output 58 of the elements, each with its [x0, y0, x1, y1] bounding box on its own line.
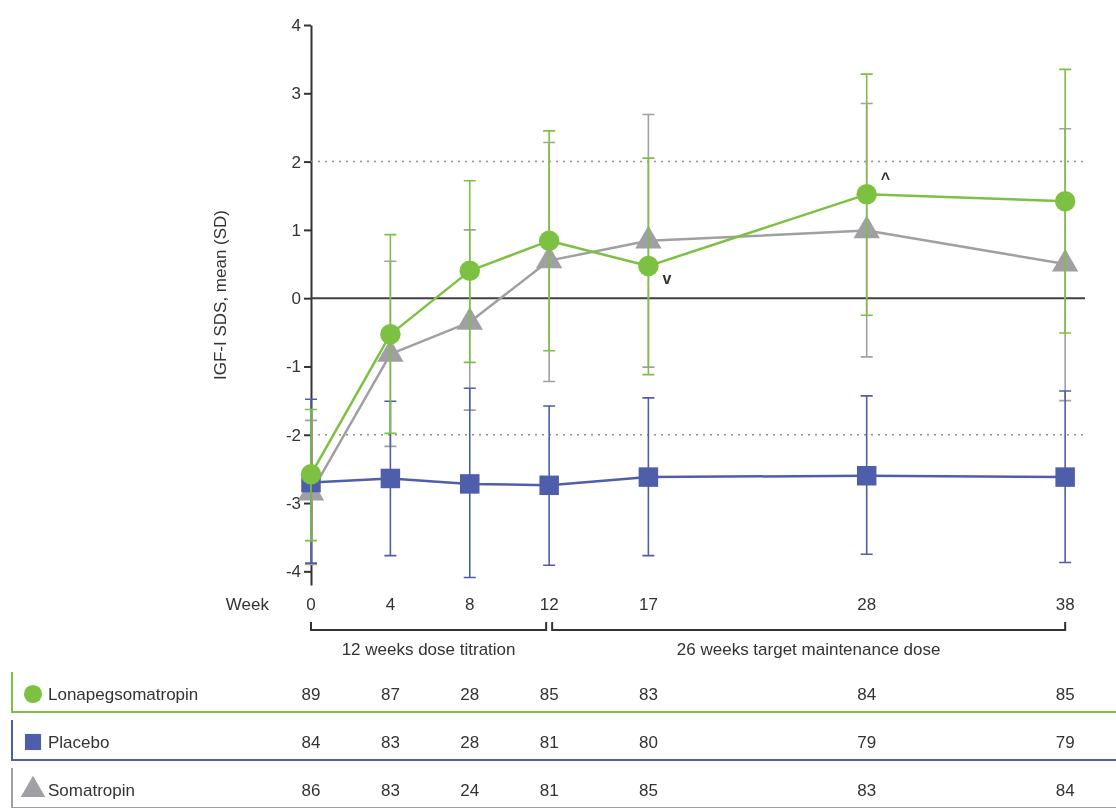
x-tick-label: 8	[465, 595, 475, 614]
legend-label: Placebo	[48, 733, 110, 752]
legend-label: Somatropin	[48, 781, 135, 800]
point	[539, 475, 559, 496]
point	[538, 230, 560, 252]
text: 80	[638, 733, 658, 752]
y-tick-label: -4	[285, 562, 301, 582]
x-tick-label: 0	[306, 595, 316, 614]
text: 83	[857, 781, 877, 800]
y-tick-label: 2	[291, 152, 301, 172]
text: 12 weeks dose titration	[341, 640, 516, 659]
y-tick-label: 1	[291, 220, 301, 240]
point	[1055, 467, 1075, 487]
text: 87	[380, 685, 400, 704]
y-tick-label: 4	[291, 15, 301, 35]
text: 83	[380, 781, 400, 800]
legend-label: Lonapegsomatropin	[48, 685, 199, 704]
x-tick-label: 12	[539, 595, 559, 614]
text: 81	[539, 781, 559, 800]
text: 84	[301, 733, 321, 752]
x-tick-label: 38	[1055, 595, 1075, 614]
point	[380, 468, 401, 489]
y-tick-label: -2	[285, 425, 301, 445]
point	[856, 465, 877, 486]
text: 83	[380, 733, 400, 752]
text: 85	[539, 685, 559, 704]
text: 26 weeks target maintenance dose	[676, 640, 941, 659]
point	[460, 474, 480, 494]
text: 81	[539, 733, 559, 752]
x-tick-label: 28	[857, 595, 877, 614]
point	[1054, 190, 1076, 212]
y-axis-title: IGF-I SDS, mean (SD)	[211, 209, 230, 381]
text: 28	[460, 685, 480, 704]
text: 79	[1055, 733, 1075, 752]
y-tick-label: -1	[285, 357, 301, 377]
text: 89	[301, 685, 321, 704]
text: 28	[460, 733, 480, 752]
y-tick-label: -3	[285, 493, 301, 513]
x-tick-label: 4	[385, 595, 396, 614]
annotation: v	[662, 270, 672, 288]
x-axis-title: Week	[225, 595, 270, 614]
point	[638, 255, 659, 277]
y-tick-label: 3	[291, 84, 301, 104]
point	[856, 184, 877, 205]
text: 84	[1055, 781, 1075, 800]
x-tick-label: 17	[638, 595, 658, 614]
text: 84	[857, 685, 877, 704]
text: 86	[301, 781, 321, 800]
text: 24	[460, 781, 480, 800]
y-tick-label: 0	[291, 289, 301, 309]
point	[380, 324, 401, 345]
text: 85	[638, 781, 658, 800]
point	[638, 467, 659, 487]
text: 79	[857, 733, 877, 752]
text: 83	[638, 685, 658, 704]
text: 85	[1055, 685, 1075, 704]
point	[459, 260, 481, 282]
annotation: ^	[880, 170, 891, 188]
